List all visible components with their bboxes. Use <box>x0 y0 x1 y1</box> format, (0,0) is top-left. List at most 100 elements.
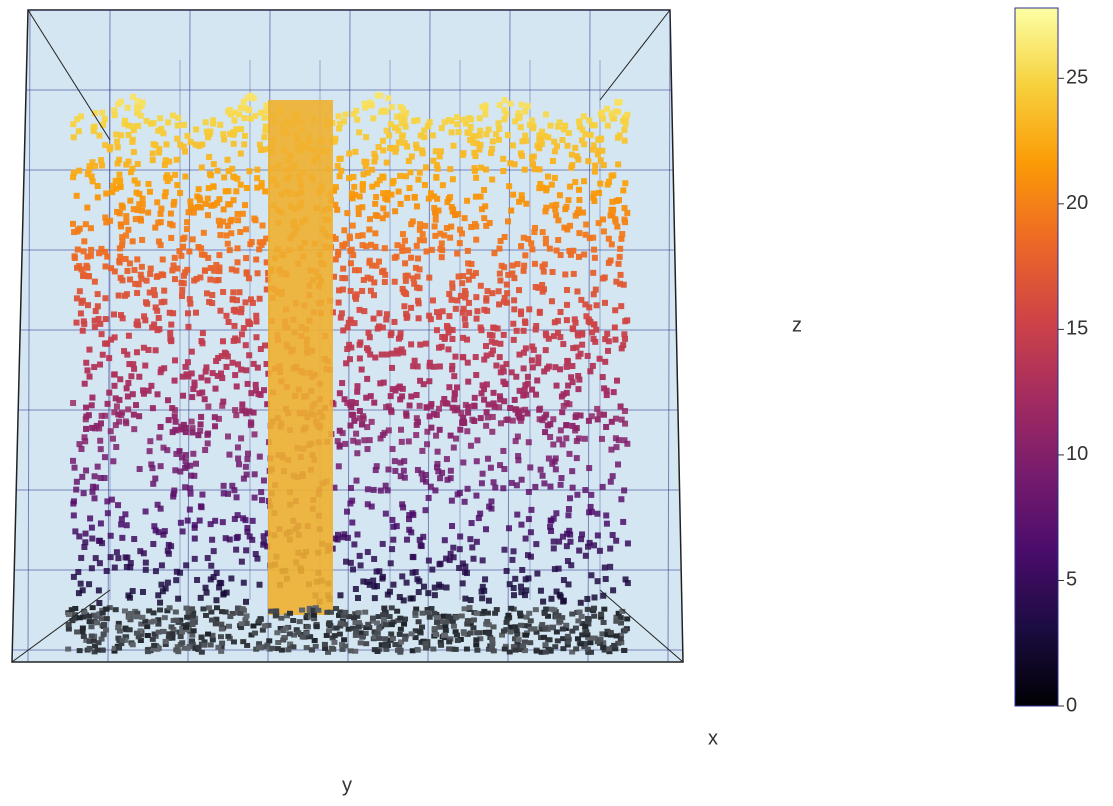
point <box>162 528 168 534</box>
point <box>529 387 535 393</box>
ground-point <box>588 650 594 655</box>
ground-point <box>215 645 221 650</box>
point <box>501 264 507 270</box>
ground-point <box>390 636 396 641</box>
point <box>348 423 354 429</box>
point <box>124 555 130 561</box>
point <box>532 166 538 172</box>
point <box>399 134 405 140</box>
point <box>118 521 124 527</box>
point <box>354 450 360 456</box>
point <box>358 562 364 568</box>
point <box>415 256 421 262</box>
point <box>603 512 609 518</box>
point <box>150 150 156 156</box>
point <box>388 393 394 399</box>
point <box>202 268 208 274</box>
point <box>239 401 245 407</box>
point <box>135 161 141 167</box>
point <box>564 317 570 323</box>
point <box>614 378 620 384</box>
point <box>523 536 529 542</box>
point <box>555 124 561 130</box>
point <box>231 118 237 124</box>
ground-point <box>101 631 107 636</box>
point <box>592 594 598 600</box>
point <box>355 595 361 601</box>
point <box>172 413 178 419</box>
point <box>408 393 414 399</box>
point <box>380 107 386 113</box>
point <box>602 359 608 365</box>
ground-point <box>505 613 511 618</box>
point <box>574 425 580 431</box>
point <box>471 150 477 156</box>
ground-point <box>185 646 191 651</box>
point <box>361 437 367 443</box>
ground-point <box>66 612 72 617</box>
point <box>621 331 627 337</box>
point <box>348 404 354 410</box>
point <box>351 541 357 547</box>
ground-point <box>240 639 246 644</box>
ground-point <box>427 615 433 620</box>
point <box>574 288 580 294</box>
point <box>391 319 397 325</box>
point <box>446 384 452 390</box>
point <box>118 223 124 229</box>
point <box>155 592 161 598</box>
point <box>480 557 486 563</box>
point <box>457 546 463 552</box>
point <box>575 373 581 379</box>
point <box>230 360 236 366</box>
point <box>199 390 205 396</box>
point <box>496 126 502 132</box>
point <box>389 517 395 523</box>
point <box>91 364 97 370</box>
ground-point <box>175 649 181 654</box>
ground-point <box>508 629 514 634</box>
ground-point <box>412 611 418 616</box>
point <box>613 416 619 422</box>
point <box>564 531 570 537</box>
point <box>341 118 347 124</box>
point <box>464 570 470 576</box>
point <box>465 404 471 410</box>
point <box>489 177 495 183</box>
point <box>449 523 455 529</box>
ground-point <box>201 643 207 648</box>
ground-point <box>189 606 195 611</box>
point <box>202 252 208 258</box>
colorbar-tick-label: 5 <box>1066 569 1077 591</box>
point <box>610 587 616 593</box>
point <box>380 174 386 180</box>
point <box>181 280 187 286</box>
point <box>450 176 456 182</box>
point <box>484 308 490 314</box>
point <box>385 190 391 196</box>
point <box>465 486 471 492</box>
point <box>541 480 547 486</box>
point <box>232 372 238 378</box>
point <box>168 235 174 241</box>
point <box>200 330 206 336</box>
point <box>421 127 427 133</box>
point <box>416 589 422 595</box>
point <box>508 101 514 107</box>
point <box>436 406 442 412</box>
ground-point <box>278 616 284 621</box>
point <box>191 210 197 216</box>
point <box>102 116 108 122</box>
point <box>128 373 134 379</box>
point <box>398 201 404 207</box>
point <box>382 279 388 285</box>
point <box>143 299 149 305</box>
point <box>196 186 202 192</box>
point <box>98 475 104 481</box>
point <box>182 149 188 155</box>
point <box>534 571 540 577</box>
point <box>96 538 102 544</box>
point <box>423 472 429 478</box>
point <box>191 278 197 284</box>
ground-point <box>266 638 272 643</box>
